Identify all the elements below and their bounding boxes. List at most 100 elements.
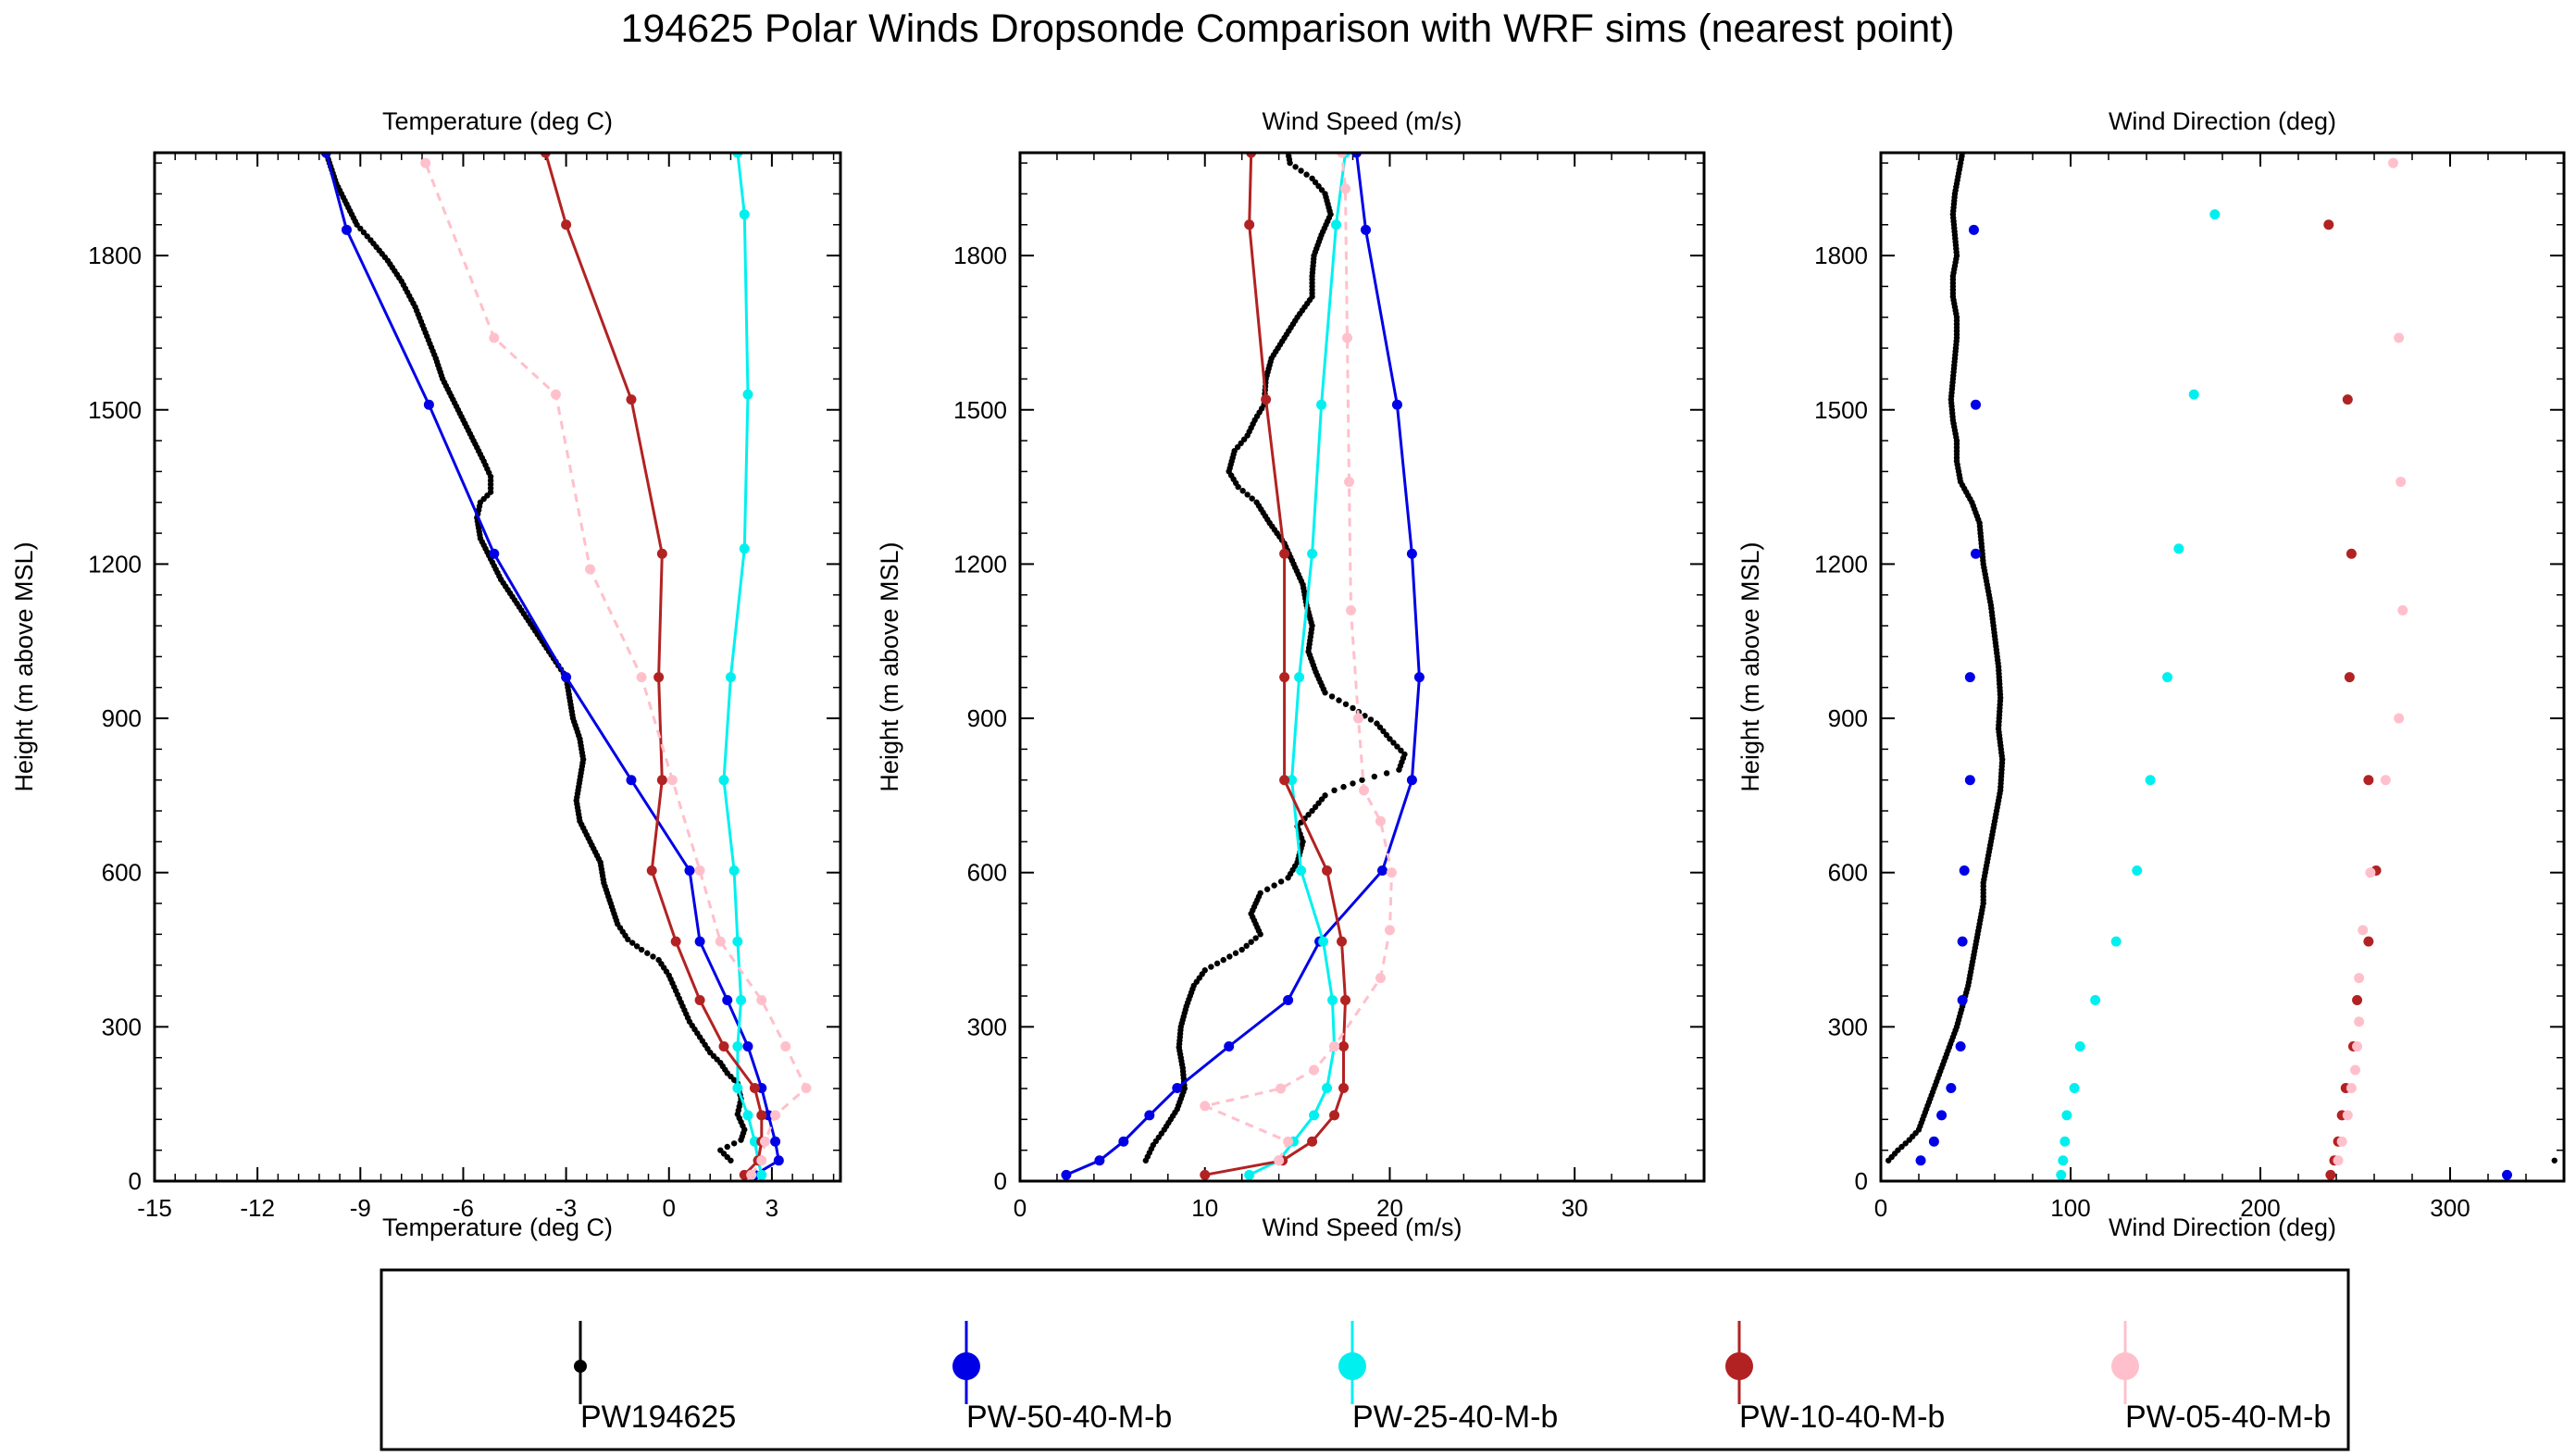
data-point-pw-10-40-m-b (1200, 1169, 1211, 1180)
data-point-pw-05-40-m-b (756, 994, 767, 1005)
data-point-pw194625 (1239, 488, 1246, 494)
data-point-pw-50-40-m-b (1964, 672, 1975, 683)
temperature-x-tick-label: 0 (663, 1194, 676, 1222)
data-point-pw-50-40-m-b (1955, 1040, 1966, 1052)
data-point-pw-50-40-m-b (1959, 865, 1970, 876)
temperature-series-pw-10-40-m-b (540, 153, 767, 1180)
wind-direction-x-axis-label: Wind Direction (deg) (2109, 1213, 2336, 1241)
data-point-pw-25-40-m-b (2090, 994, 2101, 1005)
data-point-pw194625 (1340, 783, 1347, 790)
temperature-series-pw-05-40-m-b (420, 157, 812, 1180)
data-point-pw-25-40-m-b (2110, 936, 2122, 947)
legend-label-pw194625: PW194625 (580, 1400, 736, 1435)
data-point-pw-05-40-m-b (2342, 1110, 2353, 1121)
data-point-pw-05-40-m-b (746, 1169, 757, 1180)
temperature-y-tick-label: 900 (102, 704, 142, 732)
data-point-pw194625 (1331, 787, 1338, 794)
wind-speed-y-tick-label: 1800 (953, 242, 1007, 269)
data-point-pw-10-40-m-b (1244, 219, 1255, 230)
temperature-y-tick-label: 1500 (88, 396, 142, 424)
data-point-pw-25-40-m-b (739, 543, 750, 554)
legend-marker-pw194625 (574, 1360, 587, 1373)
data-point-pw-10-40-m-b (2344, 672, 2355, 683)
data-point-pw-10-40-m-b (2325, 1169, 2336, 1180)
data-point-pw194625 (1201, 967, 1208, 974)
wind-direction-series-pw-05-40-m-b (2333, 157, 2408, 1166)
data-point-pw194625 (1394, 743, 1400, 750)
wind-direction-x-tick-label: 200 (2240, 1194, 2280, 1222)
data-point-pw-10-40-m-b (656, 775, 667, 786)
wind-direction-plot-area (1885, 153, 2557, 1180)
data-point-pw-25-40-m-b (1318, 936, 1329, 947)
wind-direction-series-pw-50-40-m-b (1915, 224, 2512, 1180)
wind-direction-y-tick-label: 300 (1828, 1013, 1868, 1040)
data-point-pw-50-40-m-b (1971, 399, 1981, 410)
data-point-pw194625 (1213, 960, 1221, 967)
legend-marker-pw-10-40-m-b (1725, 1352, 1753, 1380)
data-point-pw194625 (1328, 693, 1336, 700)
data-point-pw-10-40-m-b (1338, 1040, 1350, 1052)
data-point-pw-05-40-m-b (2350, 1064, 2360, 1076)
data-point-pw-05-40-m-b (2354, 973, 2365, 984)
data-point-pw-05-40-m-b (2394, 332, 2405, 343)
data-point-pw-25-40-m-b (742, 389, 753, 400)
data-point-pw-05-40-m-b (2336, 1136, 2347, 1147)
data-point-pw194625 (644, 950, 651, 956)
data-point-pw-25-40-m-b (742, 1110, 753, 1121)
data-point-pw194625 (1336, 697, 1342, 703)
data-point-pw-25-40-m-b (1294, 672, 1305, 683)
wind-speed-y-tick-label: 300 (967, 1013, 1007, 1040)
wind-direction-y-tick-label: 0 (1855, 1167, 1868, 1195)
temperature-panel-title: Temperature (deg C) (382, 107, 613, 135)
data-point-pw194625 (1902, 1140, 1909, 1147)
data-point-pw-50-40-m-b (1957, 936, 1968, 947)
data-point-pw-25-40-m-b (2061, 1110, 2072, 1121)
data-point-pw-05-40-m-b (2354, 1016, 2365, 1027)
data-point-pw-05-40-m-b (636, 672, 647, 683)
data-point-pw-10-40-m-b (694, 994, 705, 1005)
data-point-pw-10-40-m-b (561, 219, 572, 230)
data-point-pw-25-40-m-b (2162, 672, 2173, 683)
data-point-pw194625 (360, 229, 367, 236)
legend-label-pw-10-40-m-b: PW-10-40-M-b (1739, 1400, 1945, 1435)
data-point-pw-50-40-m-b (770, 1136, 781, 1147)
data-point-pw-10-40-m-b (2323, 219, 2334, 230)
wind-speed-y-tick-label: 600 (967, 859, 1007, 887)
data-point-pw194625 (2551, 1157, 2557, 1164)
data-point-pw-05-40-m-b (1346, 604, 1357, 616)
data-point-pw-05-40-m-b (2394, 713, 2405, 724)
wind-direction-y-axis-label: Height (m above MSL) (1736, 541, 1764, 791)
data-point-pw194625 (1398, 747, 1404, 753)
data-point-pw-50-40-m-b (1946, 1082, 1957, 1093)
data-point-pw-05-40-m-b (489, 332, 500, 343)
data-point-pw-25-40-m-b (2060, 1136, 2071, 1147)
data-point-pw-25-40-m-b (1316, 399, 1327, 410)
temperature-x-tick-label: -9 (350, 1194, 371, 1222)
data-point-pw-05-40-m-b (770, 1110, 781, 1121)
data-point-pw-50-40-m-b (2502, 1169, 2512, 1180)
data-point-pw194625 (1898, 1143, 1905, 1151)
data-point-pw-25-40-m-b (1322, 1082, 1333, 1093)
data-point-pw-05-40-m-b (2333, 1155, 2344, 1166)
data-point-pw194625 (367, 237, 374, 243)
data-point-pw-25-40-m-b (725, 672, 736, 683)
legend: PW194625 PW-50-40-M-b PW-25-40-M-b PW-10-40… (380, 1268, 2350, 1451)
data-point-pw-05-40-m-b (420, 157, 431, 168)
data-point-pw-10-40-m-b (2363, 775, 2374, 786)
data-point-pw-10-40-m-b (2352, 994, 2363, 1005)
wind-direction-series-pw-25-40-m-b (2056, 209, 2221, 1180)
data-point-pw-05-40-m-b (801, 1082, 812, 1093)
data-point-pw-10-40-m-b (749, 1082, 760, 1093)
legend-marker-pw-50-40-m-b (952, 1352, 980, 1380)
wind-direction-panel-title: Wind Direction (deg) (2109, 107, 2336, 135)
data-point-pw-10-40-m-b (1322, 865, 1333, 876)
data-point-pw194625 (1243, 942, 1250, 950)
wind-speed-x-tick-label: 10 (1191, 1194, 1218, 1222)
data-point-pw-50-40-m-b (1118, 1136, 1129, 1147)
data-point-pw-50-40-m-b (1224, 1040, 1235, 1052)
temperature-x-tick-label: -12 (240, 1194, 275, 1222)
wind-speed-y-tick-label: 0 (994, 1167, 1007, 1195)
data-point-pw-10-40-m-b (656, 548, 667, 559)
figure-title: 194625 Polar Winds Dropsonde Comparison … (620, 6, 1954, 51)
data-point-pw-05-40-m-b (756, 1155, 767, 1166)
